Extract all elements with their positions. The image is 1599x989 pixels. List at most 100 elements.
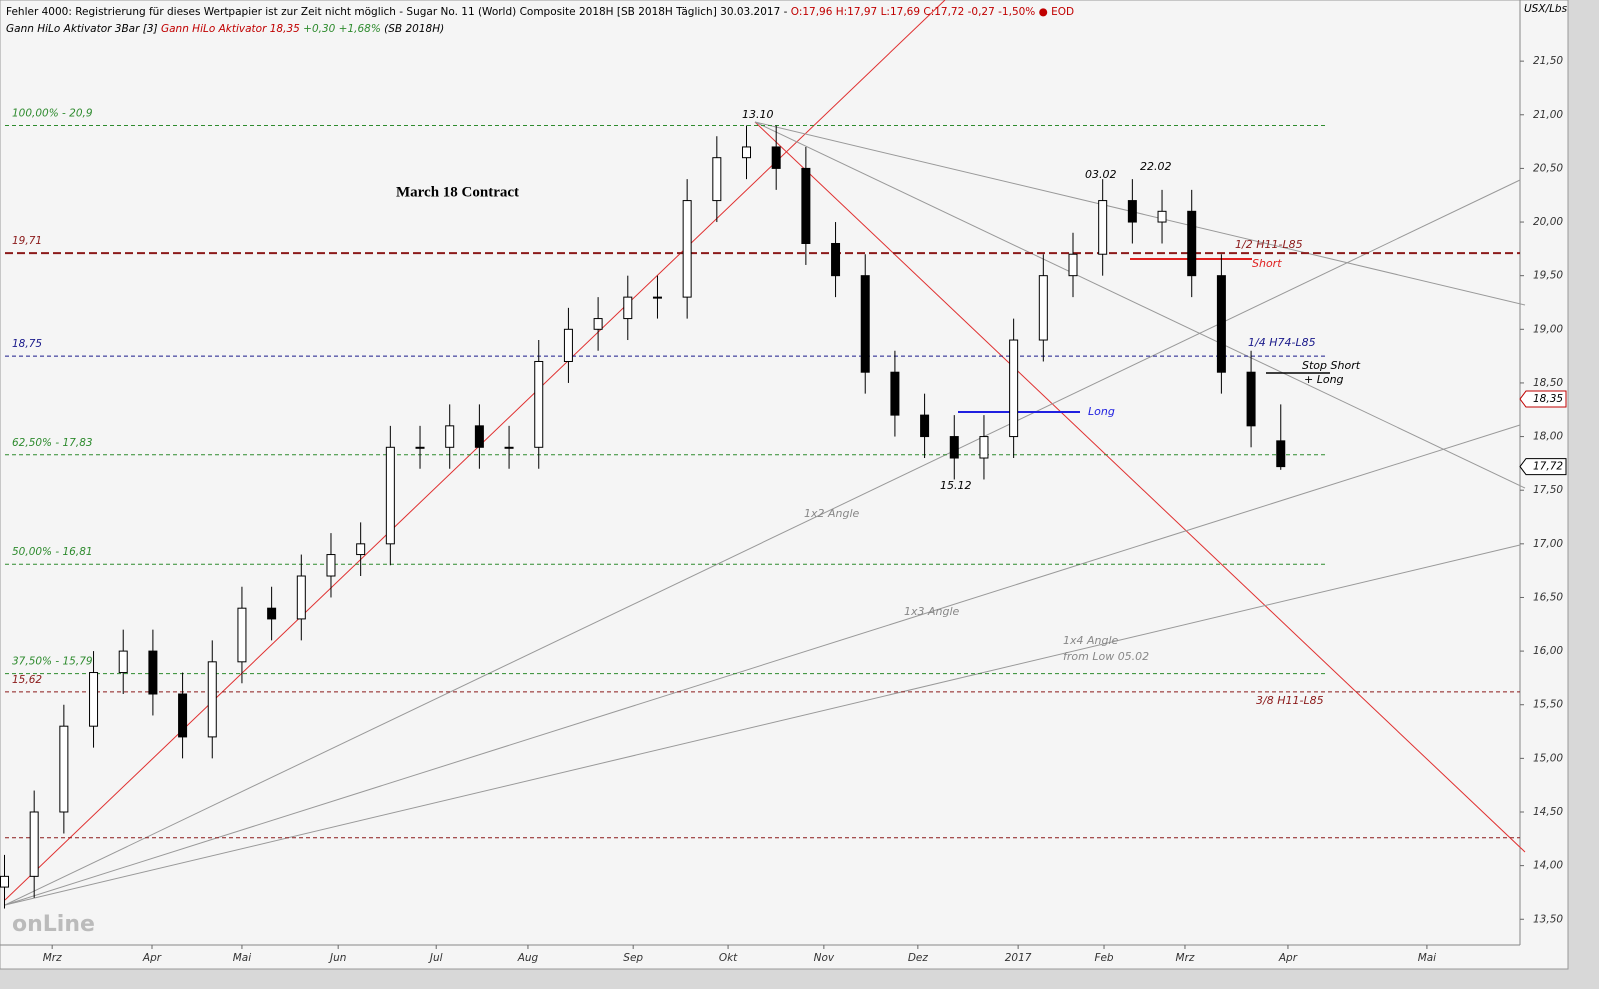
candle-body <box>89 672 99 727</box>
annotation: Stop Short <box>1302 359 1361 372</box>
y-tick-label: 20,50 <box>1533 162 1563 174</box>
y-tick-label: 16,00 <box>1533 645 1563 657</box>
candle-body <box>1098 200 1108 255</box>
annotation: 3/8 H11-L85 <box>1256 694 1324 707</box>
y-unit: USX/Lbs <box>1524 3 1568 15</box>
price-tag <box>1519 458 1567 476</box>
annotation: Short <box>1252 257 1282 270</box>
candle-body <box>563 328 573 362</box>
annotation: Long <box>1088 405 1115 418</box>
candle-body <box>712 157 722 202</box>
candle-body <box>1216 275 1226 373</box>
angle-line <box>4 179 1521 906</box>
x-tick-label: Mrz <box>1176 952 1195 964</box>
level-label: 18,75 <box>12 338 42 350</box>
candle-body <box>623 296 633 320</box>
y-tick-label: 19,00 <box>1533 323 1563 335</box>
candle-body <box>593 318 603 330</box>
logo: onLine <box>12 912 95 937</box>
x-tick-label: Mai <box>1418 952 1436 964</box>
annotation: + Long <box>1304 373 1344 386</box>
x-tick-label: 2017 <box>1005 952 1032 964</box>
y-tick-label: 15,50 <box>1533 699 1563 711</box>
level-label: 15,62 <box>12 674 42 686</box>
trend-line <box>754 121 1526 489</box>
candle-body <box>356 543 366 556</box>
candle-body <box>415 446 425 449</box>
price-tag-label: 17,72 <box>1533 461 1563 473</box>
candle-body <box>267 607 277 620</box>
x-tick-label: Sep <box>623 952 643 964</box>
candle-body <box>1068 253 1078 277</box>
trend-line <box>4 0 946 901</box>
y-tick-label: 15,00 <box>1533 752 1563 764</box>
annotation: from Low 05.02 <box>1063 650 1149 663</box>
annotation: 1x3 Angle <box>904 605 960 618</box>
annotation: 1/2 H11-L85 <box>1235 238 1303 251</box>
candle-body <box>860 275 870 373</box>
annotation: 1x2 Angle <box>804 507 860 520</box>
annotation: 03.02 <box>1085 168 1117 181</box>
x-tick-label: Dez <box>908 952 929 964</box>
x-tick-label: Mrz <box>43 952 62 964</box>
candle-body <box>207 661 217 738</box>
x-tick-label: Aug <box>517 952 539 964</box>
candle-body <box>742 146 752 159</box>
candle-body <box>1246 371 1256 427</box>
chart-title: Fehler 4000: Registrierung für dieses We… <box>6 6 1074 18</box>
level-label: 100,00% - 20,9 <box>12 107 93 119</box>
y-tick-label: 21,50 <box>1533 55 1563 67</box>
candle-body <box>1276 440 1286 468</box>
y-tick-label: 21,00 <box>1533 109 1563 121</box>
candle-body <box>831 242 841 277</box>
candle-body <box>0 875 9 888</box>
x-tick-label: Feb <box>1094 952 1113 964</box>
y-tick-label: 13,50 <box>1533 913 1563 925</box>
x-tick-label: Nov <box>814 952 835 964</box>
chart-subtitle: Gann HiLo Aktivator 3Bar [3] Gann HiLo A… <box>6 23 444 35</box>
candle-body <box>771 146 781 169</box>
candle-body <box>1157 210 1167 223</box>
candle-body <box>474 425 484 448</box>
annotation: 22.02 <box>1140 160 1172 173</box>
candle-body <box>504 446 514 449</box>
annotation: 13.10 <box>742 108 774 121</box>
x-tick-label: Mai <box>233 952 251 964</box>
level-label: 50,00% - 16,81 <box>12 546 93 558</box>
candle-body <box>59 725 69 813</box>
x-tick-label: Jun <box>328 952 346 964</box>
y-tick-label: 19,50 <box>1533 270 1563 282</box>
y-tick-label: 20,00 <box>1533 216 1563 228</box>
candle-body <box>148 650 158 695</box>
x-tick-label: Jul <box>428 952 443 964</box>
trend-line <box>754 121 1526 853</box>
candle-body <box>118 650 128 674</box>
annotation: 15.12 <box>940 479 972 492</box>
y-tick-label: 16,50 <box>1533 591 1563 603</box>
candle-body <box>1127 200 1137 223</box>
annotation: March 18 Contract <box>396 184 519 200</box>
candle-body <box>178 693 188 738</box>
annotation: 1x4 Angle <box>1063 634 1119 647</box>
candle-body <box>949 436 959 459</box>
x-tick-label: Apr <box>142 952 162 964</box>
candle-body <box>445 425 455 448</box>
candle-body <box>29 811 39 877</box>
y-tick-label: 17,00 <box>1533 538 1563 550</box>
candle-body <box>326 554 336 577</box>
candle-body <box>652 296 662 299</box>
y-tick-label: 14,50 <box>1533 806 1563 818</box>
candle-body <box>1009 339 1019 438</box>
y-tick-label: 18,50 <box>1533 377 1563 389</box>
level-label: 62,50% - 17,83 <box>12 437 93 449</box>
angle-line <box>4 544 1521 906</box>
candle-body <box>1038 275 1048 341</box>
candle-body <box>920 414 930 438</box>
angle-line <box>4 424 1521 906</box>
y-tick-label: 18,00 <box>1533 431 1563 443</box>
trend-line <box>754 121 1526 306</box>
plot-background <box>0 0 1569 970</box>
y-tick-label: 14,00 <box>1533 860 1563 872</box>
